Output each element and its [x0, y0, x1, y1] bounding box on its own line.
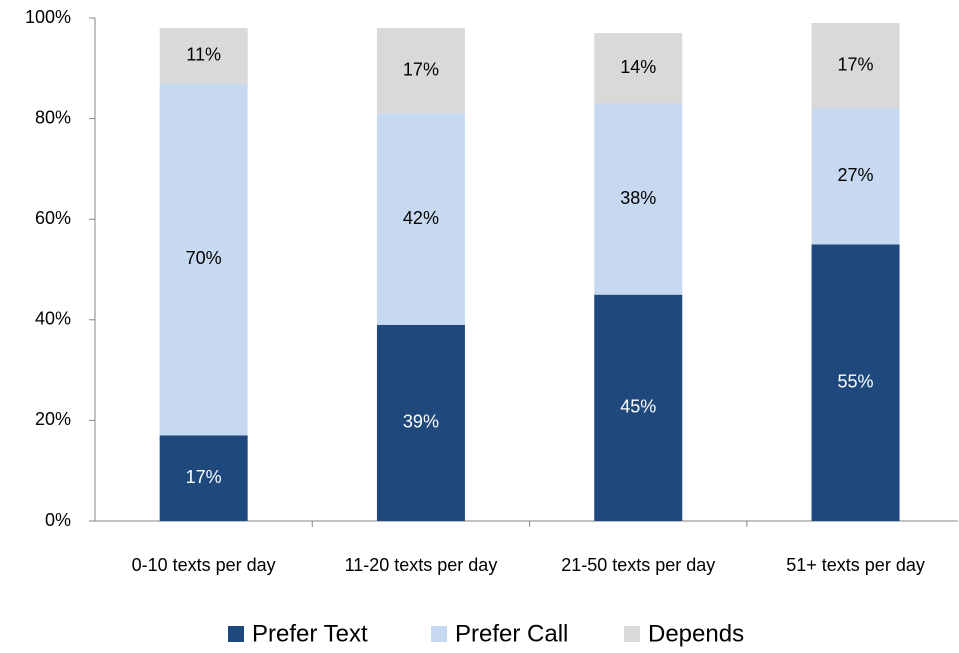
- data-label: 39%: [403, 412, 439, 432]
- data-label: 45%: [620, 397, 656, 417]
- y-tick-label: 20%: [35, 409, 71, 429]
- bar-segment: [811, 108, 900, 245]
- bar-segment: [159, 28, 248, 84]
- bar-segment: [376, 324, 465, 521]
- x-tick-label: 21-50 texts per day: [561, 555, 715, 575]
- data-label: 17%: [838, 55, 874, 75]
- legend-label: Prefer Call: [455, 620, 568, 647]
- legend-label: Prefer Text: [252, 620, 368, 647]
- y-tick-label: 60%: [35, 208, 71, 228]
- data-label: 14%: [620, 57, 656, 77]
- bar-segment: [376, 28, 465, 114]
- data-label: 27%: [838, 165, 874, 185]
- bar-segment: [376, 113, 465, 325]
- data-label: 17%: [403, 60, 439, 80]
- data-label: 55%: [838, 371, 874, 391]
- legend-label: Depends: [648, 620, 744, 647]
- bar-segment: [159, 83, 248, 436]
- data-label: 11%: [186, 44, 221, 64]
- y-tick-label: 40%: [35, 309, 71, 329]
- y-tick-label: 100%: [25, 7, 71, 27]
- bar-segment: [594, 294, 683, 521]
- data-label: 42%: [403, 208, 439, 228]
- bar-segment: [159, 435, 248, 521]
- bar-segment: [811, 23, 900, 109]
- legend-swatch: [228, 626, 244, 642]
- bar-segment: [594, 33, 683, 104]
- legend-swatch: [624, 626, 640, 642]
- data-label: 38%: [620, 188, 656, 208]
- data-label: 70%: [186, 248, 222, 268]
- y-tick-label: 80%: [35, 107, 71, 127]
- x-tick-label: 0-10 texts per day: [132, 555, 276, 575]
- bar-segment: [594, 103, 683, 295]
- x-tick-label: 11-20 texts per day: [345, 555, 498, 575]
- legend-swatch: [431, 626, 447, 642]
- data-label: 17%: [186, 467, 222, 487]
- bar-segment: [811, 244, 900, 521]
- y-tick-label: 0%: [45, 510, 71, 530]
- x-tick-label: 51+ texts per day: [786, 555, 925, 575]
